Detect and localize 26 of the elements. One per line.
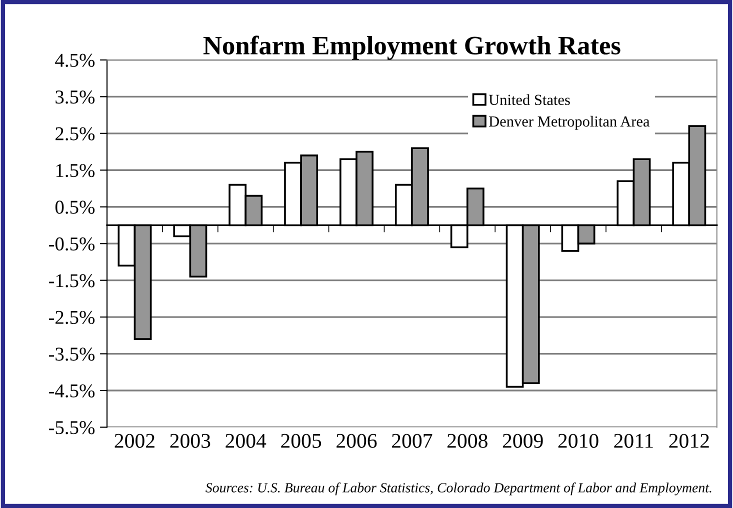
y-tick-label: 2.5% (56, 127, 95, 140)
y-tick-label: -1.5% (48, 274, 95, 288)
x-tick-label: 2005 (281, 434, 322, 448)
y-tick-label: -2.5% (48, 310, 95, 324)
x-tick-label: 2009 (502, 434, 543, 448)
x-tick-label: 2010 (558, 434, 598, 448)
chart-title: Nonfarm Employment Growth Rates (203, 36, 620, 60)
legend-label: United States (488, 94, 570, 106)
x-tick-label: 2004 (226, 434, 266, 448)
source-note: Sources: U.S. Bureau of Labor Statistics, Colorado Department of Labor and Employment. (206, 482, 712, 496)
x-tick-label: 2002 (114, 434, 154, 448)
x-tick-label: 2008 (447, 434, 488, 448)
legend-label: Denver Metropolitan Area (488, 116, 650, 130)
x-tick-label: 2011 (614, 434, 653, 448)
x-tick-label: 2012 (669, 434, 709, 448)
x-tick-label: 2007 (392, 434, 432, 448)
y-tick-label: -0.5% (48, 237, 95, 251)
y-tick-label: -4.5% (48, 384, 95, 398)
y-tick-label: -5.5% (48, 421, 95, 434)
x-tick-label: 2006 (336, 434, 377, 448)
x-tick-label: 2003 (170, 434, 210, 448)
y-tick-label: 0.5% (55, 200, 95, 214)
y-tick-label: 4.5% (55, 54, 95, 67)
y-tick-label: -3.5% (48, 348, 95, 361)
y-tick-label: 3.5% (56, 90, 95, 104)
y-tick-label: 1.5% (56, 164, 95, 178)
